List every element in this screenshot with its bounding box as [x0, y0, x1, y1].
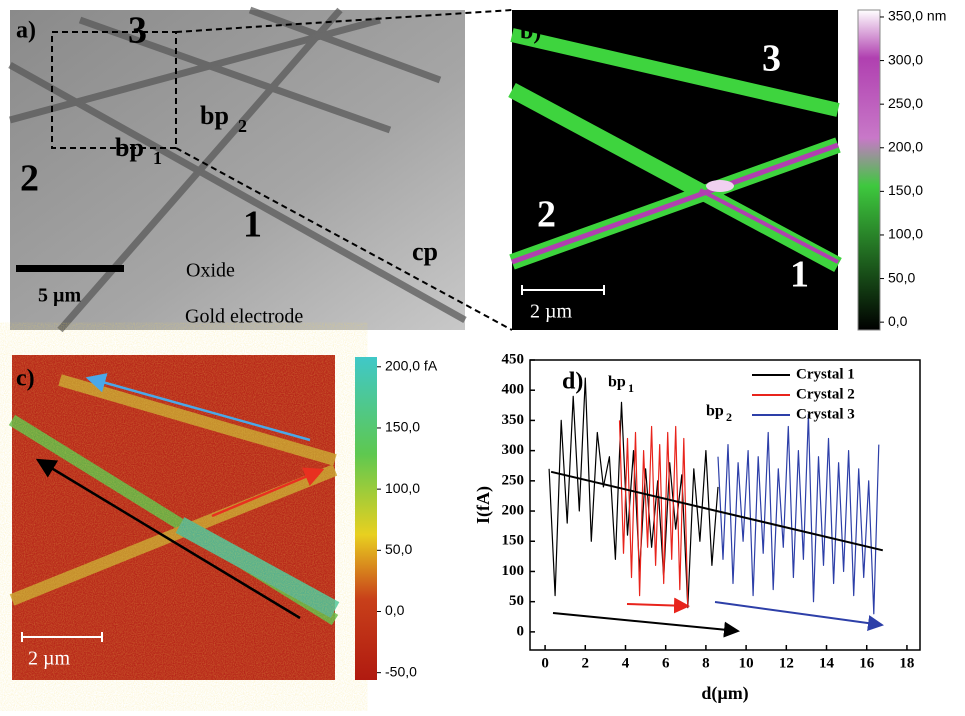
zoom-line — [175, 147, 513, 331]
oxide-label: Oxide — [186, 260, 235, 282]
x-tick-label: 0 — [541, 655, 549, 671]
y-tick-label: 250 — [502, 472, 525, 488]
bp-label: bp — [200, 101, 229, 130]
y-tick-label: 0 — [517, 623, 525, 639]
x-tick-label: 18 — [899, 655, 914, 671]
panel-tag: a) — [16, 18, 36, 44]
y-axis-label: I(fA) — [473, 486, 494, 524]
arrow — [85, 373, 311, 442]
colorbar-tick-label: 50,0 — [888, 269, 915, 285]
x-tick-label: 8 — [702, 655, 710, 671]
x-tick-label: 6 — [662, 655, 670, 671]
scale-label: 5 µm — [38, 285, 82, 307]
panel-b: b) 3 2 1 2 µm — [508, 9, 881, 331]
crystal-label: 3 — [128, 10, 147, 52]
cp-label: cp — [412, 237, 438, 266]
arrow — [35, 458, 301, 620]
arrow — [552, 612, 740, 638]
legend-label: Crystal 3 — [796, 406, 855, 422]
annotation-sub: 2 — [726, 410, 732, 424]
data-line — [717, 413, 880, 615]
scale-label: 2 µm — [28, 648, 71, 670]
x-axis-label: d(µm) — [701, 683, 748, 704]
bp-label: bp — [115, 133, 144, 162]
scale-label: 2 µm — [530, 301, 573, 323]
noise — [12, 355, 335, 680]
y-tick-label: 350 — [502, 412, 525, 428]
colorbar-tick-label: 50,0 — [385, 541, 412, 557]
colorbar-tick-label: 250,0 — [888, 95, 923, 111]
crystal-label: 3 — [762, 38, 781, 80]
y-tick-label: 200 — [502, 502, 525, 518]
bp-subscript: 1 — [153, 148, 162, 168]
colorbar-tick-label: 100,0 — [385, 480, 420, 496]
colorbar-tick-label: 150,0 — [888, 182, 923, 198]
y-tick-label: 300 — [502, 442, 525, 458]
panel-tag: c) — [16, 366, 35, 392]
arrow — [211, 467, 325, 518]
panel-c: c) 2 µm — [8, 355, 377, 680]
annotation: bp — [608, 374, 626, 391]
colorbar-tick-label: 150,0 — [385, 419, 420, 435]
bp-subscript: 2 — [238, 116, 247, 136]
y-tick-label: 100 — [502, 563, 525, 579]
colorbar-tick-label: -50,0 — [385, 663, 417, 679]
zoom-box — [51, 31, 177, 149]
arrow — [626, 597, 690, 614]
scale-bar — [16, 265, 124, 272]
scale-bar — [521, 285, 605, 295]
trend-line — [550, 470, 884, 552]
x-tick-label: 14 — [819, 655, 835, 671]
data-line — [548, 377, 719, 609]
colorbar-tick-label: 300,0 — [888, 51, 923, 67]
colorbar-tick-label: 350,0 nm — [888, 8, 946, 24]
legend-label: Crystal 1 — [796, 366, 855, 382]
colorbar-tick-label: 0,0 — [385, 602, 405, 618]
x-tick-label: 4 — [622, 655, 630, 671]
scale-bar — [21, 632, 103, 642]
electrode-label: Gold electrode — [185, 306, 303, 328]
crystal-label: 1 — [243, 204, 262, 246]
colorbar — [355, 357, 377, 680]
panel-d: d) bp 1 bp 2 I(fA) d(µm) 050100150200250… — [473, 351, 921, 704]
panel-tag: d) — [562, 369, 583, 395]
x-tick-label: 12 — [779, 655, 794, 671]
colorbar-tick-label: 0,0 — [888, 313, 908, 329]
y-tick-label: 400 — [502, 382, 525, 398]
y-tick-label: 150 — [502, 533, 525, 549]
x-tick-label: 10 — [739, 655, 754, 671]
panel-a: a) 3 2 1 bp 1 bp 2 cp Oxide Gold electro… — [8, 6, 513, 333]
y-tick-label: 450 — [502, 351, 525, 367]
colorbar-tick-label: 200,0 fA — [385, 357, 438, 373]
y-tick-label: 50 — [509, 593, 524, 609]
crystals — [8, 6, 467, 333]
arrow — [714, 601, 884, 632]
legend-label: Crystal 2 — [796, 386, 855, 402]
x-tick-label: 2 — [582, 655, 590, 671]
crystal-label: 1 — [790, 254, 809, 296]
annotation-sub: 1 — [628, 381, 634, 395]
zoom-line — [175, 9, 513, 33]
colorbar-tick-label: 200,0 — [888, 138, 923, 154]
colorbar — [857, 9, 881, 331]
crystals — [508, 28, 842, 273]
annotation: bp — [706, 403, 724, 420]
crystal-label: 2 — [537, 194, 556, 236]
x-tick-label: 16 — [859, 655, 875, 671]
colorbar-tick-label: 100,0 — [888, 226, 923, 242]
crystal-label: 2 — [20, 158, 39, 200]
panel-tag: b) — [520, 19, 541, 45]
